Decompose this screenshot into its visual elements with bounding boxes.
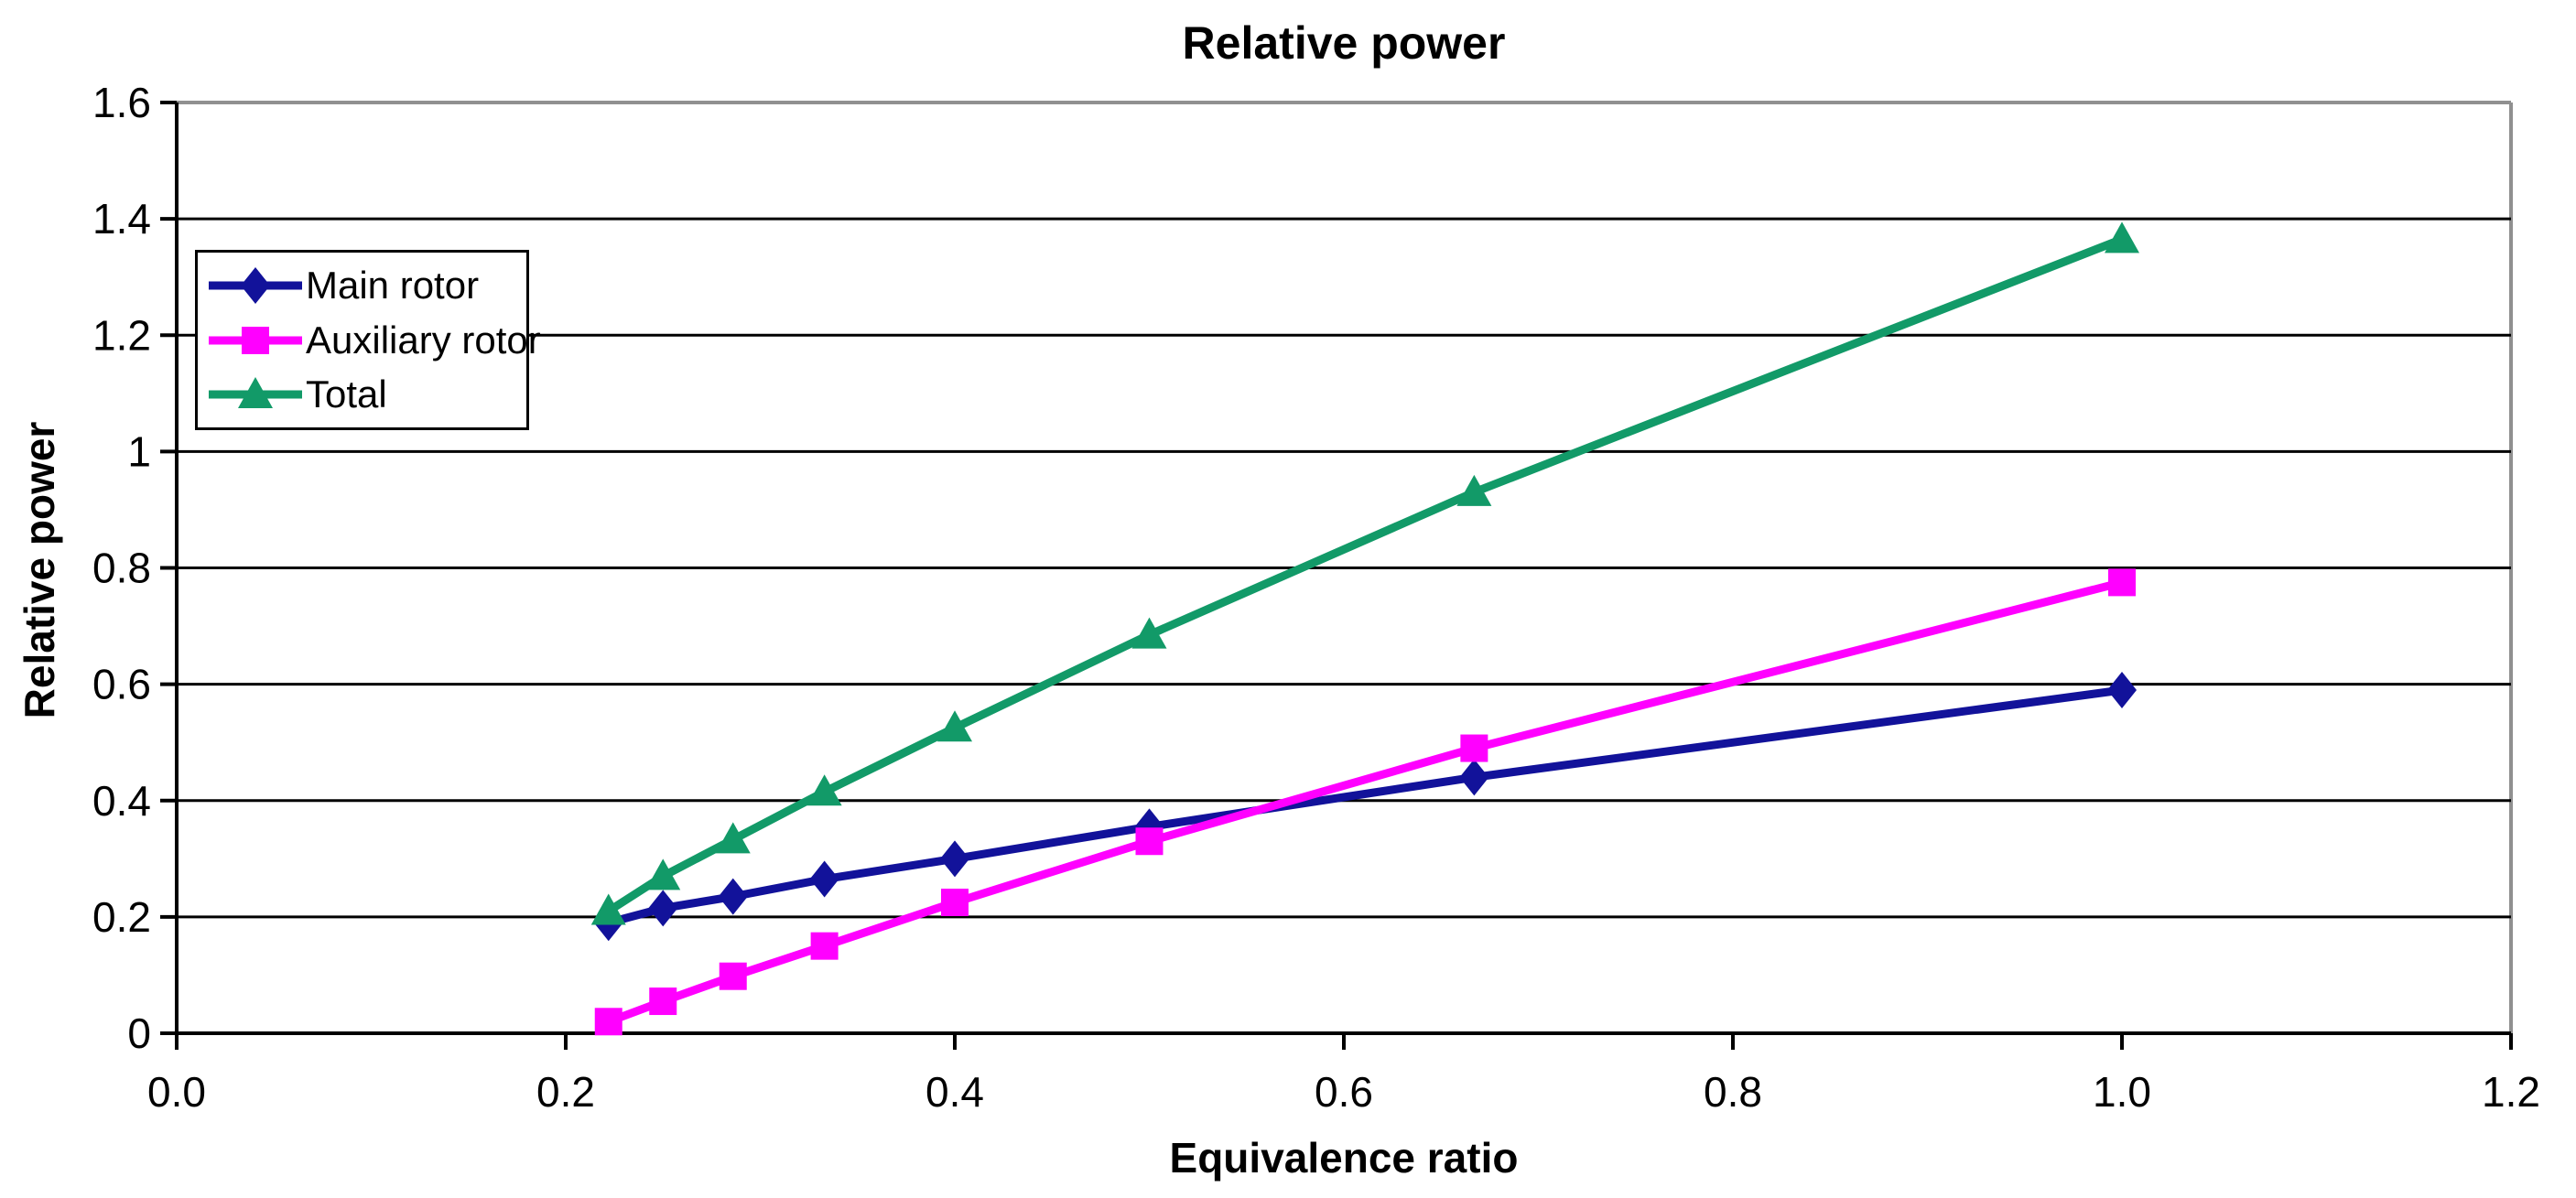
series-total-point-5 <box>1131 617 1167 649</box>
x-axis-title: Equivalence ratio <box>1169 1134 1519 1182</box>
series-auxiliary-rotor-point-3 <box>810 932 839 960</box>
y-tick-label-0.4: 0.4 <box>92 777 151 825</box>
x-tick-label-1.2: 1.2 <box>2482 1068 2540 1116</box>
y-tick-label-0.6: 0.6 <box>92 661 151 708</box>
x-tick-label-0.8: 0.8 <box>1704 1068 1762 1116</box>
series-line-main-rotor <box>604 685 2127 927</box>
legend-label-auxiliary-rotor: Auxiliary rotor <box>306 318 541 362</box>
series-main-rotor-point-1 <box>648 890 678 927</box>
y-tick-label-1.2: 1.2 <box>92 311 151 359</box>
series-main-rotor-point-4 <box>940 840 969 878</box>
series-main-rotor-point-6 <box>1459 759 1489 796</box>
legend-key-marker <box>241 266 270 304</box>
series-auxiliary-rotor-point-4 <box>941 888 969 916</box>
legend-key-marker <box>238 377 273 409</box>
legend-key-marker <box>242 326 269 354</box>
series-line-total <box>604 234 2127 916</box>
legend-marker-total-icon <box>209 377 302 409</box>
series-main-rotor-point-7 <box>2107 671 2137 708</box>
legend-item-main-rotor: Main rotor <box>198 264 526 308</box>
series-total-point-3 <box>806 774 842 806</box>
legend-marker-main-rotor-icon <box>209 266 302 304</box>
series-total-point-4 <box>937 710 972 742</box>
y-tick-label-1.4: 1.4 <box>92 195 151 243</box>
series-total-point-0 <box>590 893 626 925</box>
series-auxiliary-rotor-point-7 <box>2108 568 2136 597</box>
x-tick-label-1.0: 1.0 <box>2093 1068 2151 1116</box>
series-total-point-1 <box>645 858 681 890</box>
x-tick-label-0.0: 0.0 <box>147 1068 206 1116</box>
series-total-point-7 <box>2105 221 2139 254</box>
legend-label-main-rotor: Main rotor <box>306 263 480 307</box>
legend-label-total: Total <box>306 372 387 416</box>
series-total-point-6 <box>1456 474 1492 506</box>
legend: Main rotor Auxiliary rotor Total <box>195 250 541 430</box>
series-auxiliary-rotor-point-6 <box>1460 734 1488 762</box>
series-auxiliary-rotor-point-1 <box>649 988 677 1016</box>
series-main-rotor-point-2 <box>718 878 748 915</box>
y-axis-title: Relative power <box>16 421 63 719</box>
legend-marker-auxiliary-rotor-icon <box>209 326 302 354</box>
y-tick-label-0: 0 <box>127 1009 151 1057</box>
series-main-rotor-point-3 <box>809 860 839 898</box>
legend-item-auxiliary-rotor: Auxiliary rotor <box>198 318 541 362</box>
series-auxiliary-rotor-point-0 <box>594 1008 622 1036</box>
chart-title: Relative power <box>1182 17 1506 69</box>
y-tick-label-0.8: 0.8 <box>92 545 151 592</box>
legend-item-total: Total <box>198 372 526 416</box>
y-tick-label-1: 1 <box>127 427 151 475</box>
series-auxiliary-rotor-point-2 <box>719 962 747 990</box>
y-tick-label-1.6: 1.6 <box>92 79 151 126</box>
y-tick-label-0.2: 0.2 <box>92 893 151 941</box>
x-tick-label-0.2: 0.2 <box>536 1068 595 1116</box>
x-tick-label-0.4: 0.4 <box>925 1068 984 1116</box>
series-auxiliary-rotor-point-5 <box>1135 827 1164 856</box>
x-tick-label-0.6: 0.6 <box>1315 1068 1373 1116</box>
series-total-point-2 <box>715 822 751 854</box>
